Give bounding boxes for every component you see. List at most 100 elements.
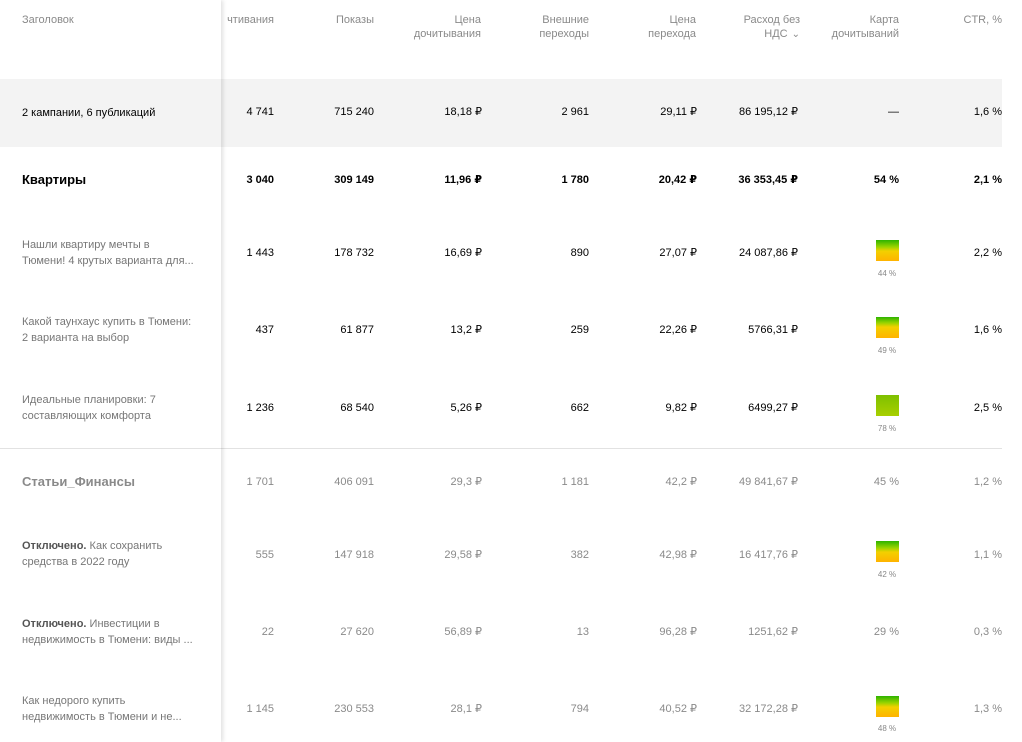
publication-title-line2: 2 варианта на выбор	[22, 332, 130, 344]
total-spend: 86 195,12 ₽	[739, 106, 798, 118]
row-reads: 22	[261, 626, 274, 638]
row-spend: 6499,27 ₽	[748, 402, 798, 414]
col-header-reads[interactable]: чтивания	[227, 14, 274, 26]
publication-title-line2: составляющих комфорта	[22, 410, 151, 422]
group-name[interactable]: Статьи_Финансы	[22, 474, 135, 489]
row-read-price: 13,2 ₽	[450, 324, 482, 336]
group-shows: 309 149	[334, 174, 374, 186]
publication-title-line2: недвижимость в Тюмени и не...	[22, 711, 182, 723]
row-reads: 1 236	[246, 402, 274, 414]
group-read-price: 11,96 ₽	[444, 174, 482, 186]
total-read-price: 18,18 ₽	[444, 106, 482, 118]
publication-title[interactable]: Отключено. Как сохранить средства в 2022…	[22, 538, 210, 570]
group-spend: 36 353,45 ₽	[738, 174, 798, 186]
group-reads: 1 701	[246, 476, 274, 488]
publication-title[interactable]: Идеальные планировки: 7 составляющих ком…	[22, 392, 210, 424]
publication-title-line1: Нашли квартиру мечты в	[22, 239, 150, 251]
col-header-ctr[interactable]: CTR, %	[963, 14, 1003, 26]
publication-title[interactable]: Нашли квартиру мечты в Тюмени! 4 крутых …	[22, 237, 210, 269]
row-shows: 61 877	[340, 324, 374, 336]
table-row[interactable]: Идеальные планировки: 7 составляющих ком…	[0, 369, 1002, 448]
group-row[interactable]: Статьи_Финансы 1 701 406 091 29,3 ₽ 1 18…	[0, 448, 1002, 516]
row-reads: 1 145	[246, 703, 274, 715]
row-spend: 5766,31 ₽	[748, 324, 798, 336]
chevron-down-icon[interactable]: ⌄	[791, 29, 800, 40]
col-header-spend[interactable]: Расход без НДС ⌄	[718, 13, 800, 42]
read-map-percent: 78 %	[877, 424, 897, 433]
row-read-price: 28,1 ₽	[450, 703, 482, 715]
group-read-price: 29,3 ₽	[450, 476, 482, 488]
group-click-price: 20,42 ₽	[658, 174, 697, 186]
group-name[interactable]: Квартиры	[22, 172, 87, 187]
read-map-chart[interactable]	[876, 317, 899, 338]
read-map-chart[interactable]	[876, 541, 899, 562]
col-header-shows[interactable]: Показы	[335, 14, 374, 26]
group-read-map: 54 %	[873, 174, 899, 186]
publication-title-line1: Инвестиции в	[89, 618, 160, 630]
row-spend: 1251,62 ₽	[748, 626, 798, 638]
group-reads: 3 040	[246, 174, 274, 186]
table-row[interactable]: Отключено. Инвестиции в недвижимость в Т…	[0, 593, 1002, 671]
total-name: 2 кампании, 6 публикаций	[22, 107, 156, 119]
total-shows: 715 240	[334, 106, 374, 118]
row-shows: 68 540	[340, 402, 374, 414]
read-map-percent: 42 %	[877, 570, 897, 579]
total-row: 2 кампании, 6 публикаций 4 741 715 240 1…	[0, 79, 1002, 147]
read-map-chart[interactable]	[876, 696, 899, 717]
read-map-read-segment	[876, 317, 899, 338]
publication-title-line2: средства в 2022 году	[22, 556, 130, 568]
row-click-price: 42,98 ₽	[659, 549, 697, 561]
publication-title[interactable]: Какой таунхаус купить в Тюмени: 2 вариан…	[22, 314, 210, 346]
row-click-price: 22,26 ₽	[659, 324, 697, 336]
row-spend: 32 172,28 ₽	[739, 703, 798, 715]
col-header-click-price[interactable]: Цена перехода	[648, 14, 696, 40]
publication-title-line2: недвижимость в Тюмени: виды ...	[22, 634, 193, 646]
group-ext-clicks: 1 181	[561, 476, 589, 488]
col-header-title[interactable]: Заголовок	[22, 14, 74, 26]
read-map-percent: 49 %	[877, 346, 897, 355]
status-label: Отключено.	[22, 540, 87, 552]
row-ext-clicks: 13	[576, 626, 589, 638]
table-row[interactable]: Отключено. Как сохранить средства в 2022…	[0, 515, 1002, 593]
read-map-chart[interactable]	[876, 395, 899, 416]
col-header-read-price[interactable]: Цена дочитывания	[413, 14, 481, 40]
row-ext-clicks: 259	[570, 324, 589, 336]
row-read-price: 16,69 ₽	[444, 247, 482, 259]
group-click-price: 42,2 ₽	[665, 476, 697, 488]
row-click-price: 96,28 ₽	[659, 626, 697, 638]
row-shows: 178 732	[334, 247, 374, 259]
total-read-map: —	[888, 106, 899, 118]
group-ext-clicks: 1 780	[561, 174, 589, 186]
row-ext-clicks: 794	[570, 703, 589, 715]
row-ctr: 0,3 %	[973, 626, 1002, 638]
status-label: Отключено.	[22, 618, 87, 630]
row-read-price: 56,89 ₽	[444, 626, 482, 638]
publication-title[interactable]: Как недорого купить недвижимость в Тюмен…	[22, 693, 210, 725]
row-click-price: 40,52 ₽	[659, 703, 697, 715]
publication-title-line1: Как недорого купить	[22, 695, 126, 707]
group-shows: 406 091	[334, 476, 374, 488]
row-click-price: 27,07 ₽	[659, 247, 697, 259]
table-row[interactable]: Нашли квартиру мечты в Тюмени! 4 крутых …	[0, 213, 1002, 291]
row-spend: 24 087,86 ₽	[739, 247, 798, 259]
row-ctr: 2,5 %	[973, 402, 1002, 414]
row-ctr: 2,2 %	[973, 247, 1002, 259]
row-shows: 147 918	[334, 549, 374, 561]
total-ext-clicks: 2 961	[561, 106, 589, 118]
table-row[interactable]: Как недорого купить недвижимость в Тюмен…	[0, 671, 1002, 742]
row-click-price: 9,82 ₽	[665, 402, 697, 414]
read-map-chart[interactable]	[876, 240, 899, 261]
group-row[interactable]: Квартиры 3 040 309 149 11,96 ₽ 1 780 20,…	[0, 147, 1002, 213]
row-ext-clicks: 890	[570, 247, 589, 259]
table-row[interactable]: Какой таунхаус купить в Тюмени: 2 вариан…	[0, 291, 1002, 369]
total-reads: 4 741	[246, 106, 274, 118]
group-spend: 49 841,67 ₽	[739, 476, 798, 488]
total-click-price: 29,11 ₽	[660, 106, 697, 118]
col-header-read-map[interactable]: Карта дочитываний	[831, 14, 899, 40]
publication-title[interactable]: Отключено. Инвестиции в недвижимость в Т…	[22, 616, 210, 648]
group-ctr: 2,1 %	[973, 174, 1002, 186]
col-header-ext-clicks[interactable]: Внешние переходы	[539, 14, 589, 40]
read-map-read-segment	[876, 696, 899, 717]
row-shows: 27 620	[340, 626, 374, 638]
